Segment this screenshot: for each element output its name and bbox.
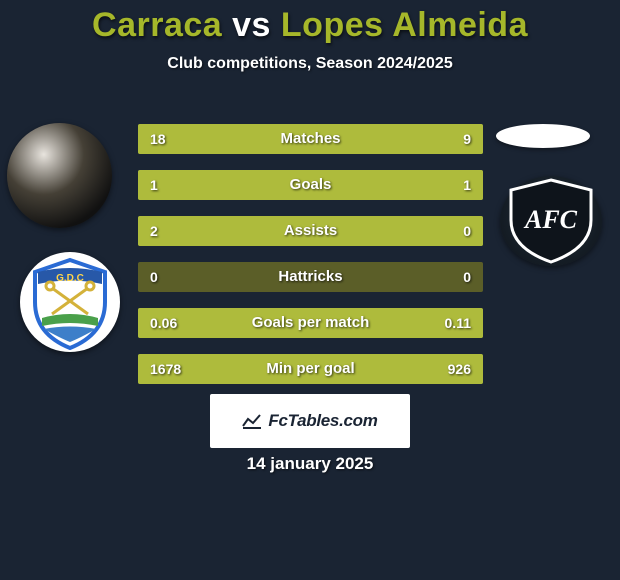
stat-label: Assists <box>138 216 483 246</box>
stat-row: 00Hattricks <box>138 262 483 292</box>
player-right-avatar <box>496 124 590 148</box>
stat-row: 20Assists <box>138 216 483 246</box>
stat-label: Matches <box>138 124 483 154</box>
attribution-badge: FcTables.com <box>210 394 410 448</box>
stat-label: Goals per match <box>138 308 483 338</box>
club-left-monogram: G.D.C <box>56 273 84 284</box>
date-text: 14 january 2025 <box>0 454 620 474</box>
stat-label: Min per goal <box>138 354 483 384</box>
page-title: Carraca vs Lopes Almeida <box>0 0 620 45</box>
subtitle: Club competitions, Season 2024/2025 <box>0 55 620 73</box>
stat-row: 11Goals <box>138 170 483 200</box>
title-right: Lopes Almeida <box>281 6 528 44</box>
club-right-monogram: AFC <box>523 205 578 234</box>
player-left-avatar <box>7 123 112 228</box>
club-right-badge: AFC <box>500 176 602 266</box>
stat-row: 1678926Min per goal <box>138 354 483 384</box>
title-vs: vs <box>232 6 271 44</box>
attribution-text: FcTables.com <box>268 411 377 431</box>
title-left: Carraca <box>92 6 222 44</box>
club-left-badge: G.D.C <box>20 252 120 352</box>
stat-row: 189Matches <box>138 124 483 154</box>
stat-label: Goals <box>138 170 483 200</box>
stat-label: Hattricks <box>138 262 483 292</box>
stat-row: 0.060.11Goals per match <box>138 308 483 338</box>
stats-table: 189Matches 11Goals 20Assists 00Hattricks 0.0… <box>138 124 483 400</box>
chart-icon <box>242 413 262 429</box>
